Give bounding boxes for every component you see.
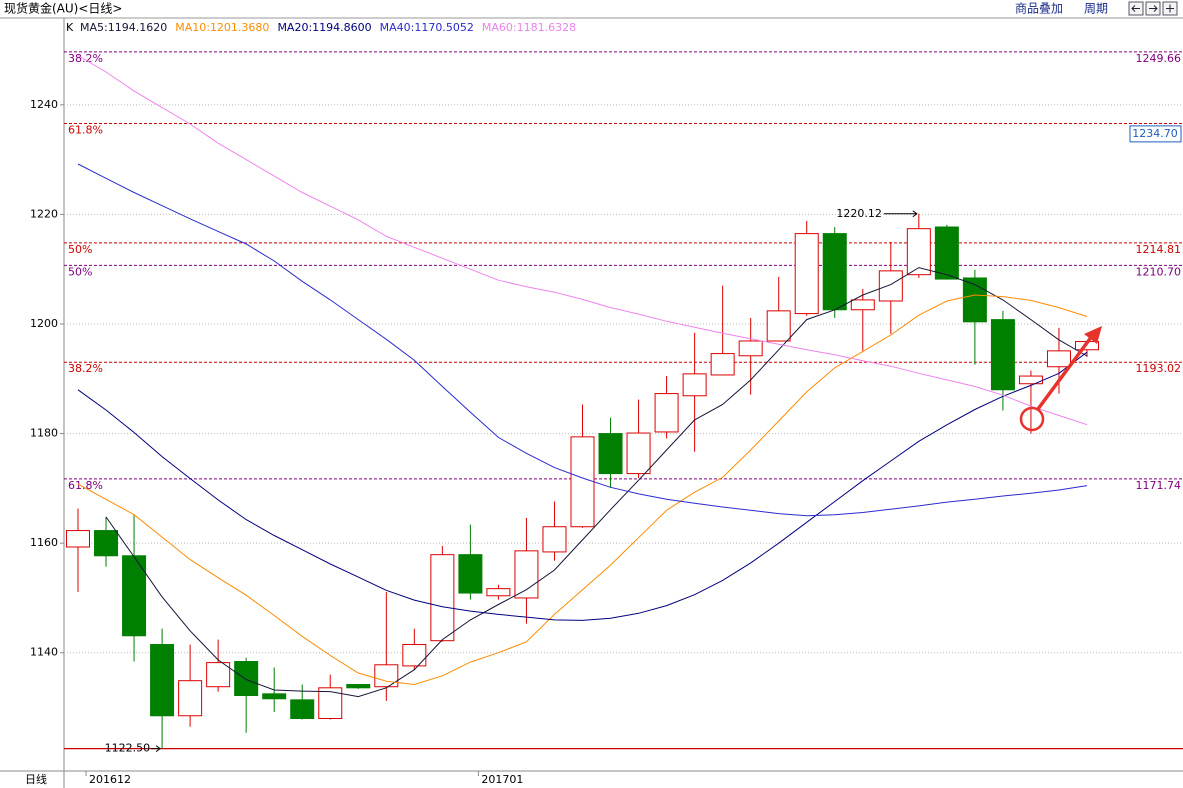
candle-body — [738, 340, 763, 357]
y-tick-label: 1160 — [30, 536, 58, 549]
candle-body — [1046, 350, 1071, 368]
annotation — [1019, 326, 1102, 432]
level-value-label: 1214.81 — [1136, 243, 1182, 256]
ma-line — [105, 267, 1088, 698]
y-tick-label: 1140 — [30, 646, 58, 659]
ma-line — [77, 294, 1088, 686]
candle-body — [66, 530, 90, 548]
legend-prefix: K — [66, 21, 74, 34]
period-button[interactable]: 周期 — [1084, 2, 1108, 16]
annotation-arrowhead — [1084, 326, 1102, 344]
level-value-label: 1193.02 — [1136, 362, 1182, 375]
candle-body — [318, 687, 343, 719]
candle-body — [878, 270, 903, 302]
ma-line — [77, 55, 1088, 426]
candle-body — [990, 319, 1015, 391]
candle-body — [430, 554, 455, 642]
candle-body — [402, 644, 427, 667]
ma-line — [77, 163, 1088, 517]
level-label: 61.8% — [68, 479, 103, 492]
candle-body — [710, 353, 735, 376]
candle-body — [262, 693, 287, 700]
low-marker-arrow — [151, 745, 161, 753]
candle-body — [374, 664, 399, 688]
legend-entry: MA40:1170.5052 — [380, 21, 474, 34]
level-label: 50% — [68, 265, 92, 278]
candle-body — [290, 699, 315, 719]
candle-body — [1018, 375, 1043, 385]
candle-body — [514, 550, 539, 599]
window-title: 现货黄金(AU)<日线> — [4, 1, 122, 16]
high-marker-label: 1220.12 — [836, 207, 882, 220]
y-tick-label: 1180 — [30, 427, 58, 440]
candle-body — [178, 680, 203, 717]
y-tick-label: 1220 — [30, 207, 58, 220]
plot-area: 1140 1160 1180 1200 1220 1240 201612 201701 38.2… — [30, 51, 1183, 786]
legend-entry: MA20:1194.8600 — [277, 21, 371, 34]
y-tick-label: 1200 — [30, 317, 58, 330]
toolbar — [0, 0, 1183, 18]
candle-body — [570, 436, 595, 528]
level-value-label: 1249.66 — [1136, 52, 1182, 65]
y-tick-label: 1240 — [30, 98, 58, 111]
nav-right-arrow — [1149, 5, 1158, 12]
x-tick-label: 201612 — [89, 773, 131, 786]
candle-body — [962, 277, 987, 323]
candle-body — [542, 526, 567, 553]
candle-body — [598, 433, 623, 475]
legend-entry: MA60:1181.6328 — [482, 21, 576, 34]
candle-body — [486, 588, 511, 597]
candle-body — [654, 393, 679, 433]
candle-body — [682, 373, 707, 397]
candle-body — [850, 299, 875, 311]
candle-body — [934, 226, 959, 280]
candle-body — [906, 228, 931, 276]
price-marker-box — [1129, 125, 1182, 143]
nav-icons[interactable] — [1128, 1, 1178, 16]
level-label: 50% — [68, 243, 92, 256]
level-label: 61.8% — [68, 123, 103, 136]
overlay-button[interactable]: 商品叠加 — [1015, 1, 1063, 16]
annotation-circle — [1019, 406, 1045, 432]
legend-entry: MA10:1201.3680 — [175, 21, 269, 34]
nav-zoom-icon — [1166, 4, 1174, 13]
level-value-label: 1171.74 — [1136, 479, 1182, 492]
x-tick-label: 201701 — [481, 773, 523, 786]
level-label: 38.2% — [68, 52, 103, 65]
candle-body — [122, 555, 147, 637]
ma-line — [77, 351, 1088, 621]
high-marker-arrow — [883, 210, 918, 218]
annotation-arrow — [1036, 334, 1094, 411]
candle-body — [766, 310, 791, 342]
candle-body — [794, 233, 819, 315]
candle-body — [150, 644, 175, 717]
candle-body — [458, 554, 483, 594]
level-value-label: 1210.70 — [1136, 265, 1182, 278]
legend-entry: MA5:1194.1620 — [80, 21, 167, 34]
candle-body — [626, 432, 651, 475]
candle-body — [94, 530, 119, 557]
candle-body — [234, 661, 259, 696]
candle-body — [822, 233, 847, 311]
candle-body — [206, 662, 231, 688]
period-label: 日线 — [25, 772, 47, 786]
nav-left-arrow — [1131, 5, 1140, 12]
low-marker-label: 1122.50 — [105, 742, 151, 755]
level-label: 38.2% — [68, 362, 103, 375]
price-marker-label: 1234.70 — [1132, 127, 1178, 140]
candle-body — [346, 684, 371, 689]
